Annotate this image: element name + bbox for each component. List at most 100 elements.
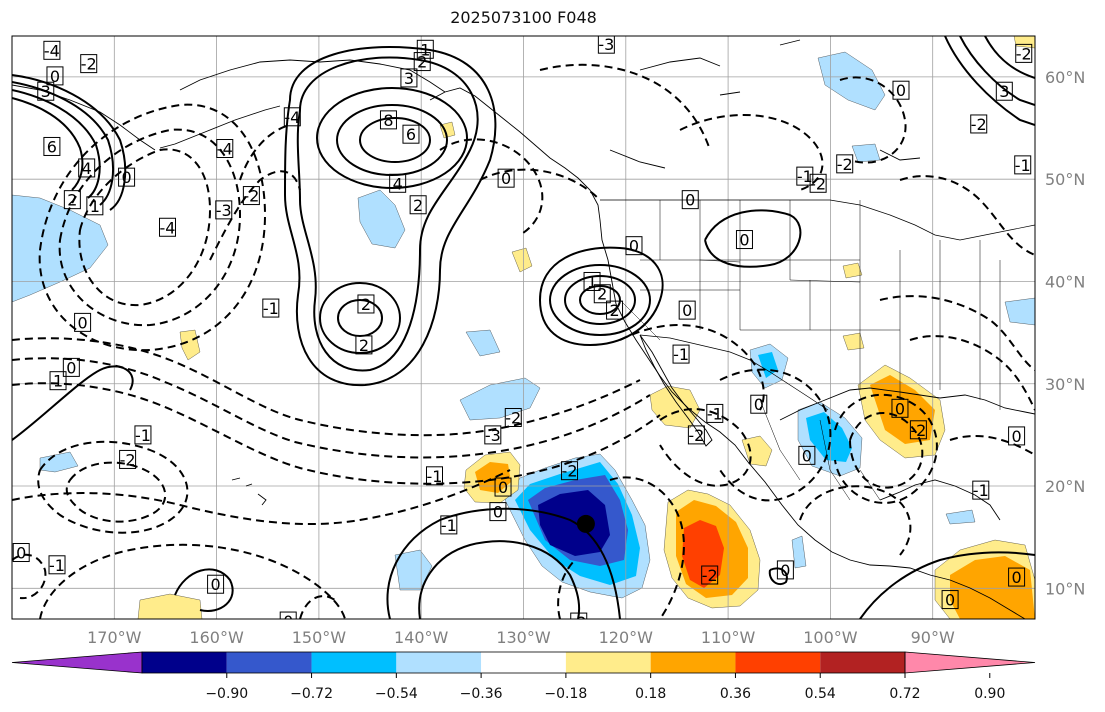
map-frame — [11, 35, 1036, 620]
contour-label: -2 — [571, 613, 587, 632]
contour-label-bg — [355, 335, 373, 355]
contour-label: 0 — [16, 544, 26, 563]
contour-label-bg — [672, 344, 690, 364]
contour-label-bg — [416, 39, 434, 59]
contour-label: -2 — [702, 566, 718, 585]
map-title: 2025073100 F048 — [450, 8, 597, 27]
contour-label: 0 — [283, 612, 293, 631]
negative-blob — [791, 535, 807, 569]
contour-label: 1 — [90, 197, 100, 216]
lon-tick-label: 100°W — [803, 628, 858, 647]
negative-blob — [357, 189, 406, 249]
contour-label: 0 — [780, 561, 790, 580]
contour-label: 6 — [406, 125, 416, 144]
contour-label: -4 — [284, 108, 300, 127]
gulf-positive-anomaly-core — [870, 375, 935, 444]
contour-label: 8 — [383, 111, 393, 130]
contour-label-bg — [970, 114, 988, 134]
negative-blob — [851, 143, 881, 163]
positive-blob — [179, 329, 201, 361]
contour-label-bg — [687, 425, 705, 445]
contour-label: -1 — [263, 299, 279, 318]
lat-tick-label: 50°N — [1045, 170, 1085, 189]
contour-label: 2 — [67, 191, 77, 210]
contour-label-bg — [119, 449, 137, 469]
contour-label: 0 — [896, 81, 906, 100]
contour-label-bg — [158, 217, 176, 237]
colorbar-bin — [735, 652, 821, 673]
negative-blob — [39, 451, 79, 473]
contour-label: -3 — [485, 426, 501, 445]
contour-label: 2 — [417, 53, 427, 72]
contour-label-bg — [504, 408, 522, 428]
contour-label: 2 — [359, 336, 369, 355]
contour-label-bg — [583, 271, 601, 291]
arctic-coast — [609, 39, 921, 169]
contour-label: -2 — [81, 55, 97, 74]
contour-label-bg — [207, 574, 225, 594]
contour-label-bg — [78, 158, 96, 178]
contour-label: -2 — [120, 450, 136, 469]
contour-label-bg — [62, 357, 80, 377]
contour-label: 2 — [597, 285, 607, 304]
gulf-coast — [779, 387, 1035, 421]
contour-label: -1 — [797, 167, 813, 186]
contour-label-bg — [242, 186, 260, 206]
colorbar-tick-label: 0.54 — [805, 686, 836, 702]
negative-blob — [1004, 297, 1035, 326]
colorbar-bin — [650, 652, 736, 673]
contour-label: 0 — [945, 591, 955, 610]
contour-label-bg — [48, 555, 66, 575]
contour-label-bg — [681, 190, 699, 210]
contour-label: 2 — [609, 301, 619, 320]
positive-anomaly-small-core — [475, 462, 511, 493]
contour-label-bg — [413, 52, 431, 72]
contour-label: 0 — [501, 169, 511, 188]
contour-label: 0 — [754, 395, 764, 414]
contour-label-bg — [425, 466, 443, 486]
colorbar-tick-label: −0.18 — [544, 686, 587, 702]
contour-label: 0 — [895, 399, 905, 418]
positive-blob — [741, 435, 773, 467]
contour-label-bg — [941, 590, 959, 610]
contour-label: -4 — [217, 140, 233, 159]
positive-anomaly-core — [682, 520, 724, 588]
colorbar-tick-label: 0.36 — [720, 686, 751, 702]
us-mexico-border — [639, 334, 829, 411]
contour-label: -1 — [673, 345, 689, 364]
contour-label: 0 — [802, 446, 812, 465]
contour-label-bg — [706, 403, 724, 423]
lon-tick-label: 160°W — [189, 628, 244, 647]
contour-label: 1 — [587, 272, 597, 291]
contour-label: -3 — [216, 201, 232, 220]
contour-label: -2 — [243, 187, 259, 206]
contour-label-bg — [892, 80, 910, 100]
contour-label-bg — [798, 445, 816, 465]
colorbar-bin — [226, 652, 312, 673]
colorbar-tick-label: 0.72 — [889, 686, 920, 702]
contour-label: -2 — [837, 155, 853, 174]
positive-blob — [511, 247, 533, 273]
contour-label: 4 — [82, 159, 92, 178]
lon-tick-label: 140°W — [394, 628, 449, 647]
lat-lon-grid — [12, 36, 1035, 619]
contour-label: 4 — [393, 174, 403, 193]
contour-label-bg — [49, 371, 67, 391]
state-borders — [619, 200, 1001, 410]
contour-label: 0 — [739, 231, 749, 250]
contour-label-bg — [216, 139, 234, 159]
contour-label-bg — [262, 298, 280, 318]
contour-label-bg — [489, 502, 507, 522]
contour-label: 0 — [66, 358, 76, 377]
contour-label: -2 — [1016, 44, 1032, 63]
lon-tick-label: 90°W — [911, 628, 955, 647]
contour-label-bg — [80, 54, 98, 74]
colorbar-bin — [565, 652, 651, 673]
contour-label-bg — [402, 124, 420, 144]
contour-label: -2 — [810, 174, 826, 193]
contour-label-bg — [46, 66, 64, 86]
negative-blob-core — [758, 352, 778, 378]
contour-label: 0 — [493, 503, 503, 522]
contour-label-bg — [593, 284, 611, 304]
contour-label-bg — [43, 40, 61, 60]
